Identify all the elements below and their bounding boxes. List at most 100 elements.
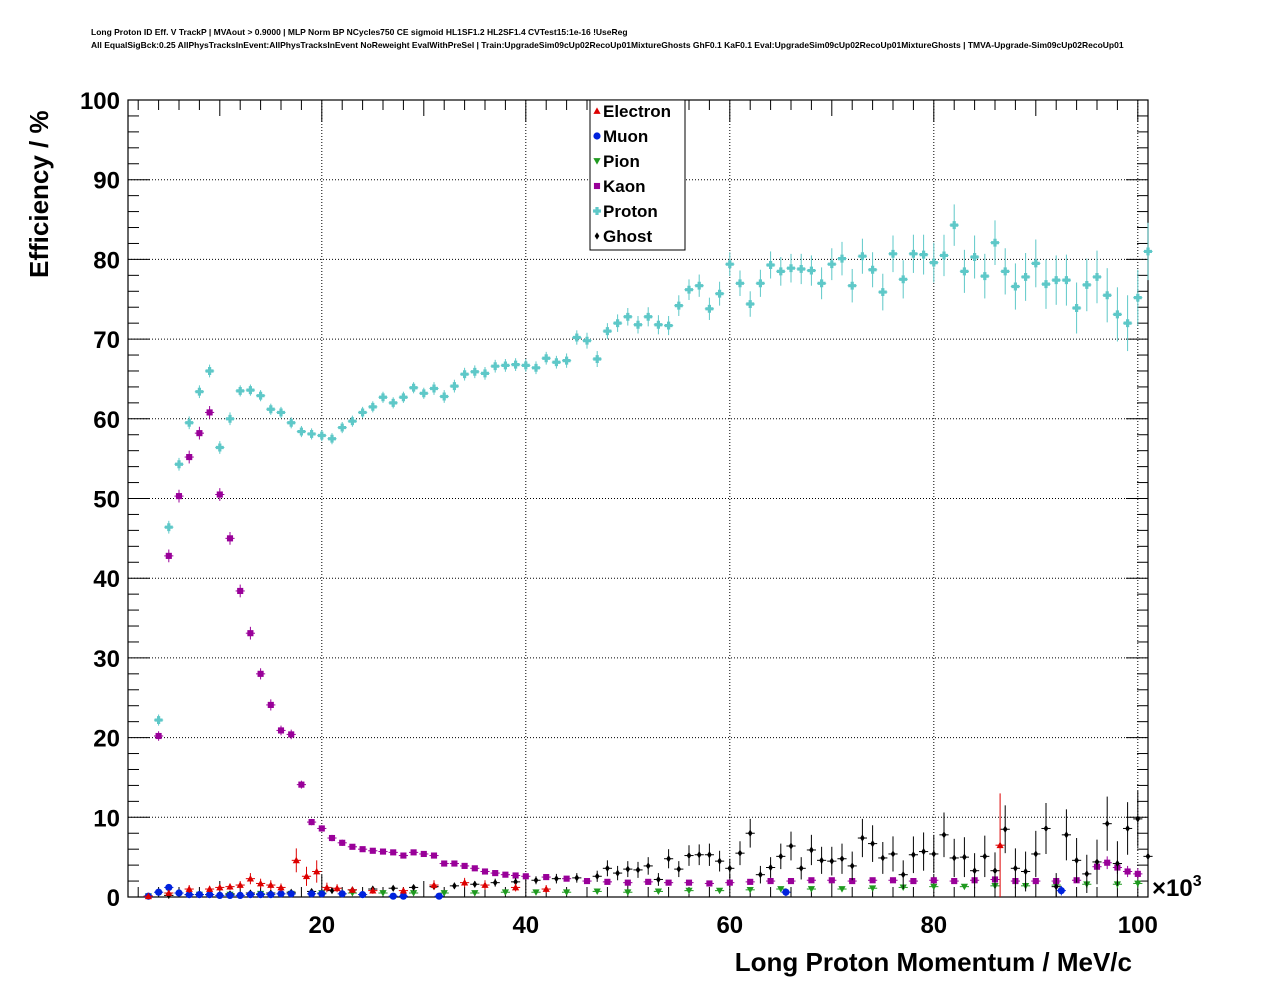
data-point [440,890,448,897]
data-point [1104,859,1111,866]
data-point [236,891,244,900]
data-point [339,839,346,846]
data-point [409,383,418,392]
data-point [807,266,816,275]
legend-label-muon: Muon [603,127,648,146]
data-point [155,888,163,896]
data-point [195,891,203,899]
data-point [1043,824,1049,833]
data-point [1133,293,1142,302]
data-point [849,878,856,885]
data-point [992,867,998,875]
data-point [1032,878,1039,885]
data-point [390,849,397,856]
data-point [236,881,244,888]
data-point [226,535,234,542]
data-point [266,405,275,414]
data-point [624,889,632,896]
data-point [441,860,448,867]
data-point [1113,310,1122,319]
data-point [962,853,967,861]
series-kaon [154,406,1143,887]
legend-box [589,99,686,251]
data-point [1093,272,1101,281]
data-point [809,846,814,854]
data-point [216,491,223,498]
data-point [379,848,387,855]
legend-marker-electron [593,107,601,114]
data-point [338,890,346,898]
data-point [583,336,591,345]
legend-label-electron: Electron [603,102,671,121]
y-tick-label: 90 [93,168,120,195]
data-point [400,852,407,859]
data-point [390,884,396,892]
data-point [593,888,601,896]
data-point [930,877,937,884]
data-point [502,871,509,878]
data-point [318,825,325,832]
data-point [481,369,489,378]
data-point [492,879,498,887]
data-point [930,883,938,891]
data-point [501,361,510,370]
data-point [419,389,428,398]
data-point [165,883,173,892]
y-tick-label: 20 [93,726,120,753]
data-point [634,320,642,329]
data-point [996,841,1004,849]
data-point [297,427,306,436]
data-point [858,252,867,261]
data-point [492,870,499,877]
data-point [940,251,948,260]
data-point [329,887,335,895]
data-point [552,358,561,367]
data-point [563,875,570,882]
data-point [410,890,418,897]
data-point [175,889,183,897]
data-point [960,267,969,276]
legend-marker-ghost [594,232,600,240]
data-point [817,279,826,288]
data-point [267,881,275,888]
data-point [461,862,468,869]
data-point [532,363,540,372]
data-point [1023,867,1028,876]
data-point [666,855,671,863]
data-point [358,408,367,417]
data-point [257,670,264,677]
data-point [216,891,224,900]
data-point [1103,291,1112,300]
data-point [605,864,610,872]
data-point [411,883,416,892]
data-point [766,261,775,269]
data-point [379,890,387,897]
data-point [513,878,518,886]
data-point [707,851,712,859]
data-point [654,888,662,896]
data-point [302,872,311,880]
data-point [318,890,326,898]
data-point [165,552,172,559]
data-point [196,430,203,437]
data-point [308,819,315,826]
data-point [778,852,784,860]
data-point [359,846,366,853]
data-point [1064,831,1069,839]
data-point [782,888,790,896]
data-point [543,874,550,881]
data-point [603,327,612,336]
data-point [195,387,204,396]
data-point [257,879,265,887]
data-point [155,732,162,740]
x-multiplier-base: ×10 [1152,875,1193,902]
data-point [257,891,265,899]
data-point [410,849,417,856]
legend-label-kaon: Kaon [603,177,646,196]
y-tick-label: 60 [93,407,120,434]
data-point [1134,870,1141,877]
data-point [246,891,254,899]
data-point [277,890,285,898]
data-point [389,892,397,900]
data-point [685,887,693,895]
